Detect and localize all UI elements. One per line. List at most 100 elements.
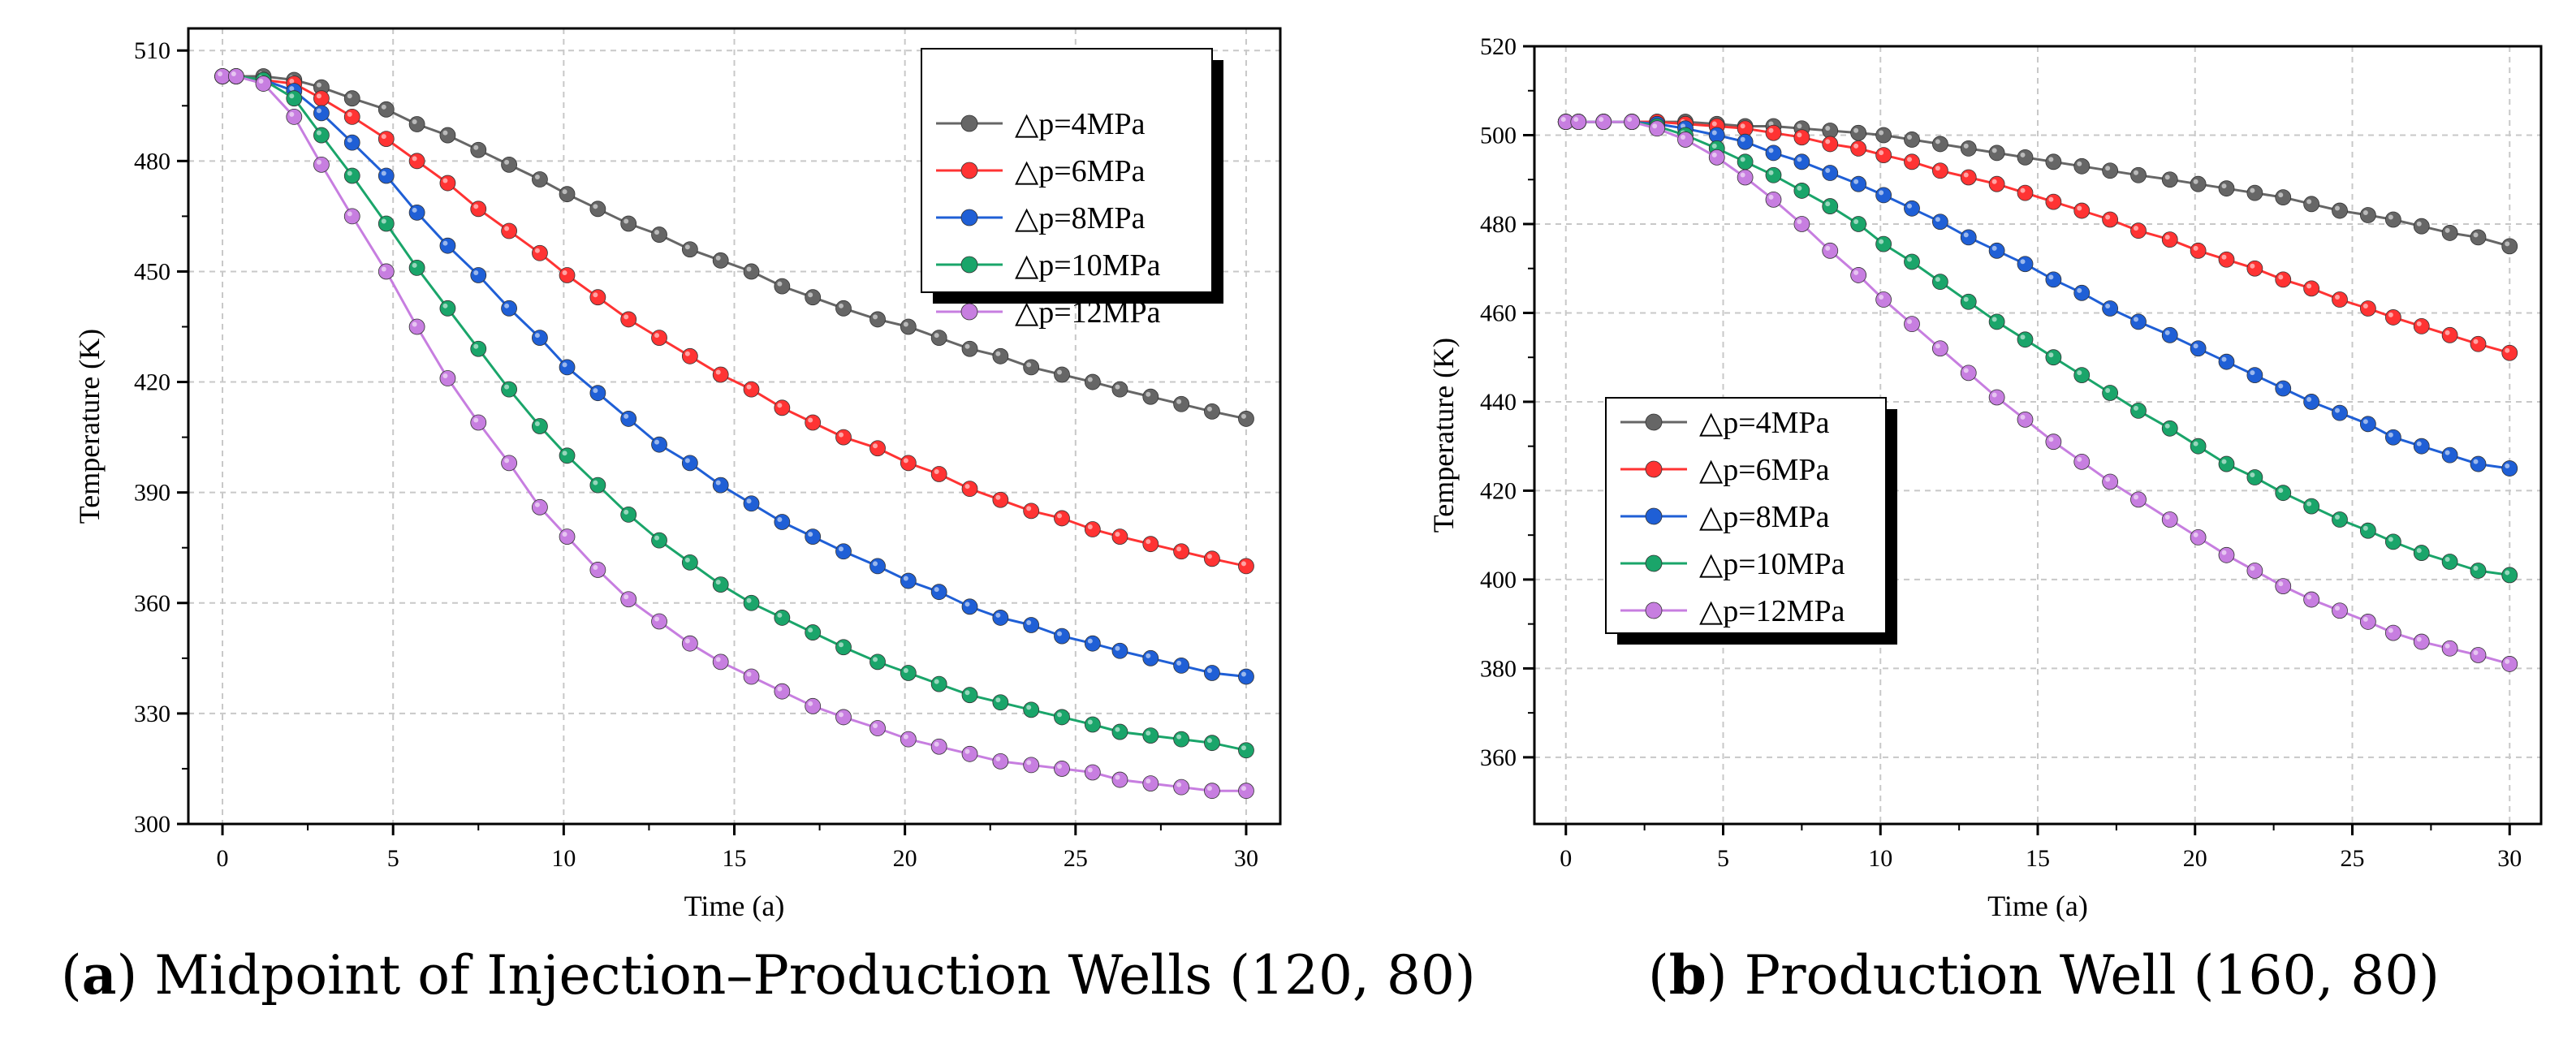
data-point — [743, 381, 760, 398]
data-point-highlight — [2505, 570, 2510, 576]
data-point-highlight — [1115, 727, 1120, 732]
data-point — [2161, 171, 2178, 188]
data-point — [712, 477, 729, 494]
data-point — [2470, 229, 2487, 246]
data-point-highlight — [2221, 254, 2227, 260]
data-point — [532, 171, 548, 188]
legend: △p=4MPa △p=6MPa △p=8MPa △p=10MPa △p=12MPa — [921, 48, 1223, 330]
x-tick-label: 10 — [551, 845, 576, 872]
data-point-highlight — [964, 343, 970, 349]
data-point — [532, 244, 548, 261]
data-point-highlight — [2416, 636, 2422, 642]
data-point-highlight — [2335, 408, 2340, 413]
data-point — [2441, 446, 2458, 464]
data-point — [2303, 498, 2320, 515]
data-point-highlight — [839, 303, 844, 308]
data-point-highlight — [1853, 218, 1859, 224]
data-point-highlight — [504, 303, 510, 308]
data-point-highlight — [1176, 660, 1182, 666]
data-point — [1765, 144, 1782, 162]
data-point-highlight — [1206, 786, 1212, 791]
data-point — [743, 263, 760, 280]
data-point-highlight — [412, 321, 417, 327]
data-point-highlight — [1026, 705, 1032, 710]
x-tick-label: 0 — [217, 845, 229, 872]
data-point — [2303, 280, 2320, 297]
data-point-highlight — [2416, 441, 2422, 446]
data-point-highlight — [1768, 194, 1774, 200]
data-point — [2359, 207, 2376, 223]
data-point — [2246, 469, 2263, 485]
y-tick-label: 390 — [134, 480, 170, 507]
data-point — [286, 108, 303, 125]
legend-label: △p=10MPa — [1015, 248, 1161, 283]
data-point — [1054, 366, 1070, 383]
data-point — [439, 127, 456, 144]
data-point-highlight — [1026, 620, 1032, 625]
x-axis-title: Time (a) — [684, 890, 785, 922]
data-point — [313, 105, 330, 122]
data-point — [1737, 169, 1754, 186]
y-tick-label: 360 — [134, 590, 170, 617]
data-point-highlight — [624, 413, 629, 419]
data-point-highlight — [1935, 217, 1940, 222]
data-point-highlight — [903, 734, 908, 740]
data-point-highlight — [2306, 594, 2312, 600]
data-point-highlight — [347, 111, 352, 117]
data-point — [1793, 129, 1810, 146]
data-point — [2017, 331, 2034, 348]
data-point — [1988, 144, 2005, 162]
data-point — [559, 528, 576, 546]
data-point — [1204, 783, 1220, 800]
data-point-highlight — [2335, 295, 2340, 300]
data-point — [961, 598, 978, 615]
data-point-highlight — [873, 443, 878, 449]
data-point — [1850, 216, 1867, 232]
data-point-highlight — [2473, 339, 2479, 344]
data-point-highlight — [2105, 477, 2111, 482]
y-tick-label: 440 — [1480, 389, 1517, 416]
data-point-highlight — [1241, 671, 1246, 677]
data-point — [2246, 563, 2263, 579]
data-point — [2102, 300, 2119, 317]
data-point — [2130, 402, 2147, 419]
data-point-highlight — [2505, 347, 2510, 353]
data-point — [1737, 133, 1754, 150]
legend-label: △p=4MPa — [1015, 107, 1146, 141]
data-point — [835, 429, 852, 446]
data-point-highlight — [2134, 170, 2138, 175]
data-point-highlight — [562, 270, 567, 275]
data-point — [1238, 783, 1254, 800]
data-point — [2332, 291, 2348, 308]
data-point-highlight — [347, 211, 352, 217]
data-point-highlight — [1599, 117, 1604, 123]
data-point-highlight — [624, 314, 629, 320]
data-point — [743, 594, 760, 611]
data-point-highlight — [654, 333, 660, 339]
data-point-highlight — [903, 458, 908, 464]
data-point-highlight — [2362, 616, 2368, 622]
data-point-highlight — [777, 403, 783, 408]
data-point — [900, 318, 917, 335]
data-point — [1023, 617, 1040, 633]
data-point-highlight — [2193, 179, 2198, 184]
data-point-highlight — [1740, 157, 1745, 162]
data-point-highlight — [624, 218, 629, 224]
data-point-highlight — [2444, 450, 2450, 455]
data-point — [2441, 554, 2458, 570]
data-point — [1142, 388, 1159, 405]
data-point-highlight — [1681, 134, 1685, 140]
data-point — [1822, 198, 1839, 214]
data-point-highlight — [1057, 631, 1062, 636]
x-tick-label: 20 — [893, 845, 917, 872]
data-point — [2190, 242, 2207, 259]
data-point-highlight — [562, 532, 567, 537]
data-point — [589, 385, 606, 402]
data-point — [589, 477, 606, 494]
data-point-highlight — [258, 79, 264, 84]
data-point — [805, 624, 822, 640]
data-point — [1111, 642, 1128, 659]
data-point-highlight — [934, 679, 939, 684]
data-point — [774, 683, 791, 700]
data-point — [343, 108, 360, 125]
